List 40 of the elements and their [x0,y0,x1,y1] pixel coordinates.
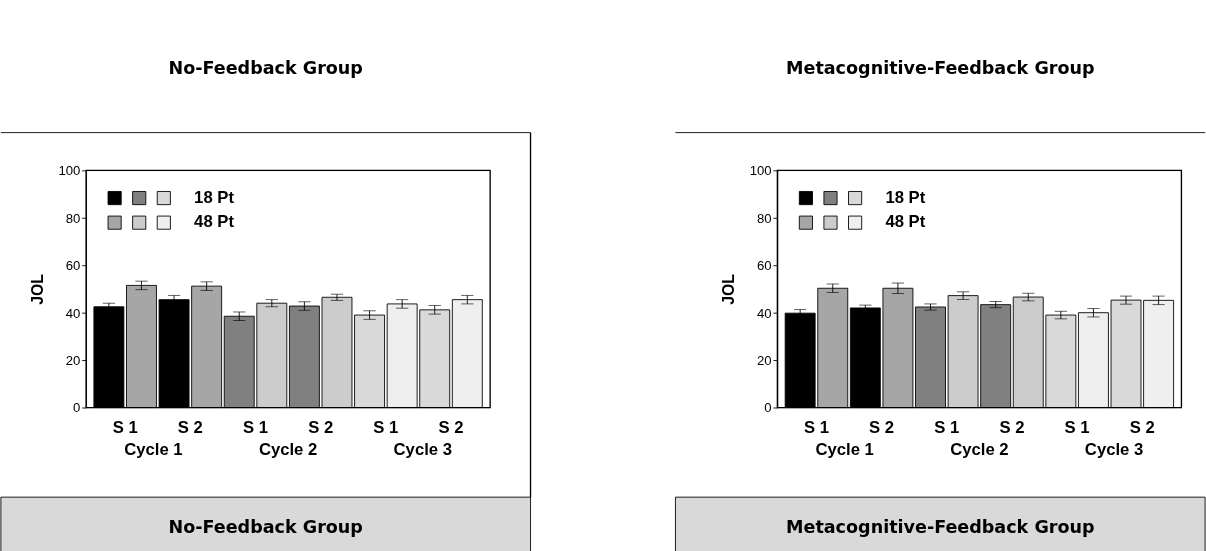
text: Cycle 2 [258,439,318,459]
y-tick-label: 40 [757,305,772,321]
x-tick-label: S 1 [1064,418,1090,438]
text: Cycle 2 [950,439,1009,459]
y-tick-label: 60 [757,258,772,274]
x-tick-label: S 2 [999,418,1025,438]
y-tick-label: 20 [757,352,772,368]
legend-label: 48 Pt [885,212,926,232]
x-tick-label: S 2 [177,418,203,438]
y-axis-title: JOL [28,273,46,305]
y-tick-label: 80 [65,210,81,226]
text: Cycle 1 [124,439,183,459]
x-tick-label: S 2 [1129,418,1155,438]
y-tick-label: 100 [749,163,772,179]
y-tick-label: 100 [58,163,81,179]
text: Cycle 1 [815,439,874,459]
x-tick-label: S 1 [112,418,138,438]
chart-title: No-Feedback Group [168,57,363,78]
x-tick-label: S 1 [934,418,960,438]
x-tick-label: S 2 [308,418,334,438]
y-tick-label: 80 [757,210,772,226]
text: Metacognitive-Feedback Group [786,517,1095,538]
x-tick-label: S 1 [803,418,829,438]
y-tick-label: 20 [65,352,81,368]
y-axis-title: JOL [719,273,737,305]
text: Cycle 3 [1084,439,1144,459]
y-tick-label: 60 [65,258,81,274]
x-tick-label: S 1 [243,418,269,438]
legend-label: 18 Pt [194,187,235,207]
text: Cycle 3 [393,439,452,459]
y-tick-label: 0 [73,400,81,416]
x-tick-label: S 2 [869,418,895,438]
y-tick-label: 0 [764,400,772,416]
legend-label: 48 Pt [194,212,235,232]
legend-label: 18 Pt [885,187,926,207]
x-tick-label: S 1 [373,418,399,438]
y-tick-label: 40 [65,305,81,321]
chart-title: Metacognitive-Feedback Group [786,58,1095,79]
x-tick-label: S 2 [438,418,464,438]
text: No-Feedback Group [168,517,363,538]
